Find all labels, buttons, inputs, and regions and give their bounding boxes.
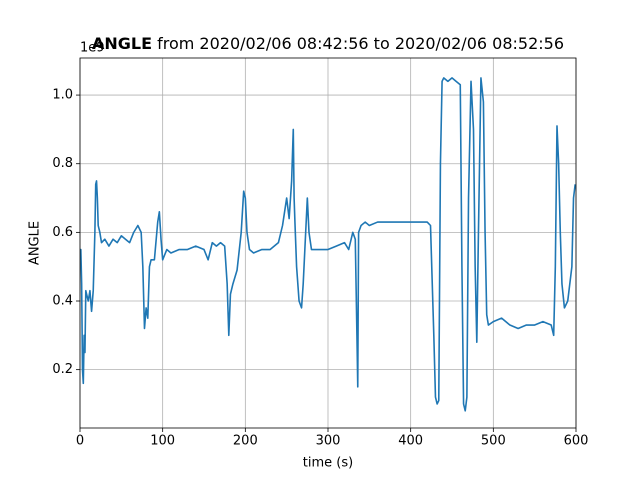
x-tick-label: 400 (398, 434, 423, 449)
x-tick-label: 300 (316, 434, 341, 449)
y-tick-label: 1.0 (52, 88, 73, 103)
y-axis-label: ANGLE (28, 221, 43, 265)
x-axis-label: time (s) (303, 456, 353, 471)
x-tick-label: 600 (564, 434, 589, 449)
y-tick-label: 0.6 (52, 225, 73, 240)
y-tick-label: 0.4 (52, 294, 73, 309)
y-offset-label: 1e9 (80, 41, 105, 56)
x-tick-label: 500 (481, 434, 506, 449)
chart-title: ANGLE from 2020/02/06 08:42:56 to 2020/0… (92, 34, 564, 53)
plot-frame (79, 57, 577, 429)
data-line (80, 77, 576, 412)
y-tick-label: 0.2 (52, 362, 73, 377)
title-text: from 2020/02/06 08:42:56 to 2020/02/06 0… (157, 34, 564, 53)
x-tick-label: 100 (150, 434, 175, 449)
x-tick-label: 200 (233, 434, 258, 449)
title-bold: ANGLE (92, 34, 152, 53)
y-tick-label: 0.8 (52, 156, 73, 171)
x-tick-label: 0 (76, 434, 84, 449)
